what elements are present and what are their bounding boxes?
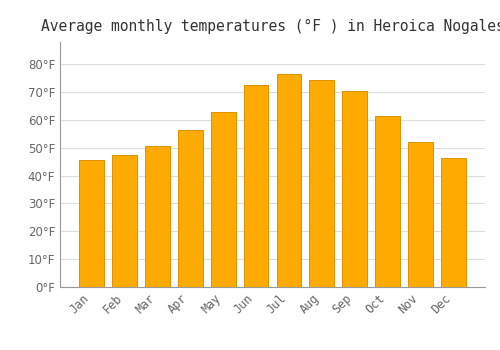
- Bar: [80, 160, 104, 287]
- Title: Average monthly temperatures (°F ) in Heroica Nogales: Average monthly temperatures (°F ) in He…: [40, 19, 500, 34]
- Bar: [342, 91, 367, 287]
- Bar: [376, 116, 400, 287]
- Bar: [441, 158, 466, 287]
- Bar: [408, 142, 433, 287]
- Bar: [244, 85, 268, 287]
- Bar: [310, 79, 334, 287]
- Bar: [145, 146, 170, 287]
- Bar: [178, 130, 203, 287]
- Bar: [276, 74, 301, 287]
- Bar: [211, 112, 236, 287]
- Bar: [112, 155, 137, 287]
